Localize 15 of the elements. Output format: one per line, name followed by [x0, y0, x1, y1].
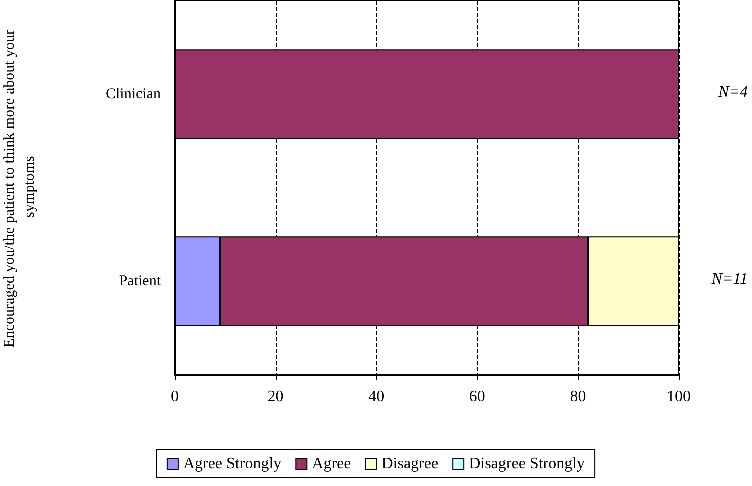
y-tick-label: Patient — [119, 274, 162, 290]
x-tick-label: 0 — [171, 388, 179, 406]
text: N=11 — [710, 271, 748, 288]
x-tick-label: 60 — [469, 388, 486, 406]
legend-label: Agree — [312, 456, 352, 472]
legend-label: Disagree — [382, 456, 439, 472]
x-tick-label: 80 — [570, 388, 586, 406]
text: N=4 — [718, 84, 748, 101]
y-axis-title: Encouraged you/the patient to think more about your symptoms — [2, 26, 38, 348]
x-tick-label: 20 — [268, 388, 284, 406]
x-tick-label: 100 — [667, 388, 691, 406]
x-tick-label: 40 — [368, 388, 385, 406]
legend-label: Disagree Strongly — [469, 456, 586, 472]
legend-label: Agree Strongly — [183, 456, 282, 472]
y-tick-label: Clinician — [106, 86, 162, 102]
